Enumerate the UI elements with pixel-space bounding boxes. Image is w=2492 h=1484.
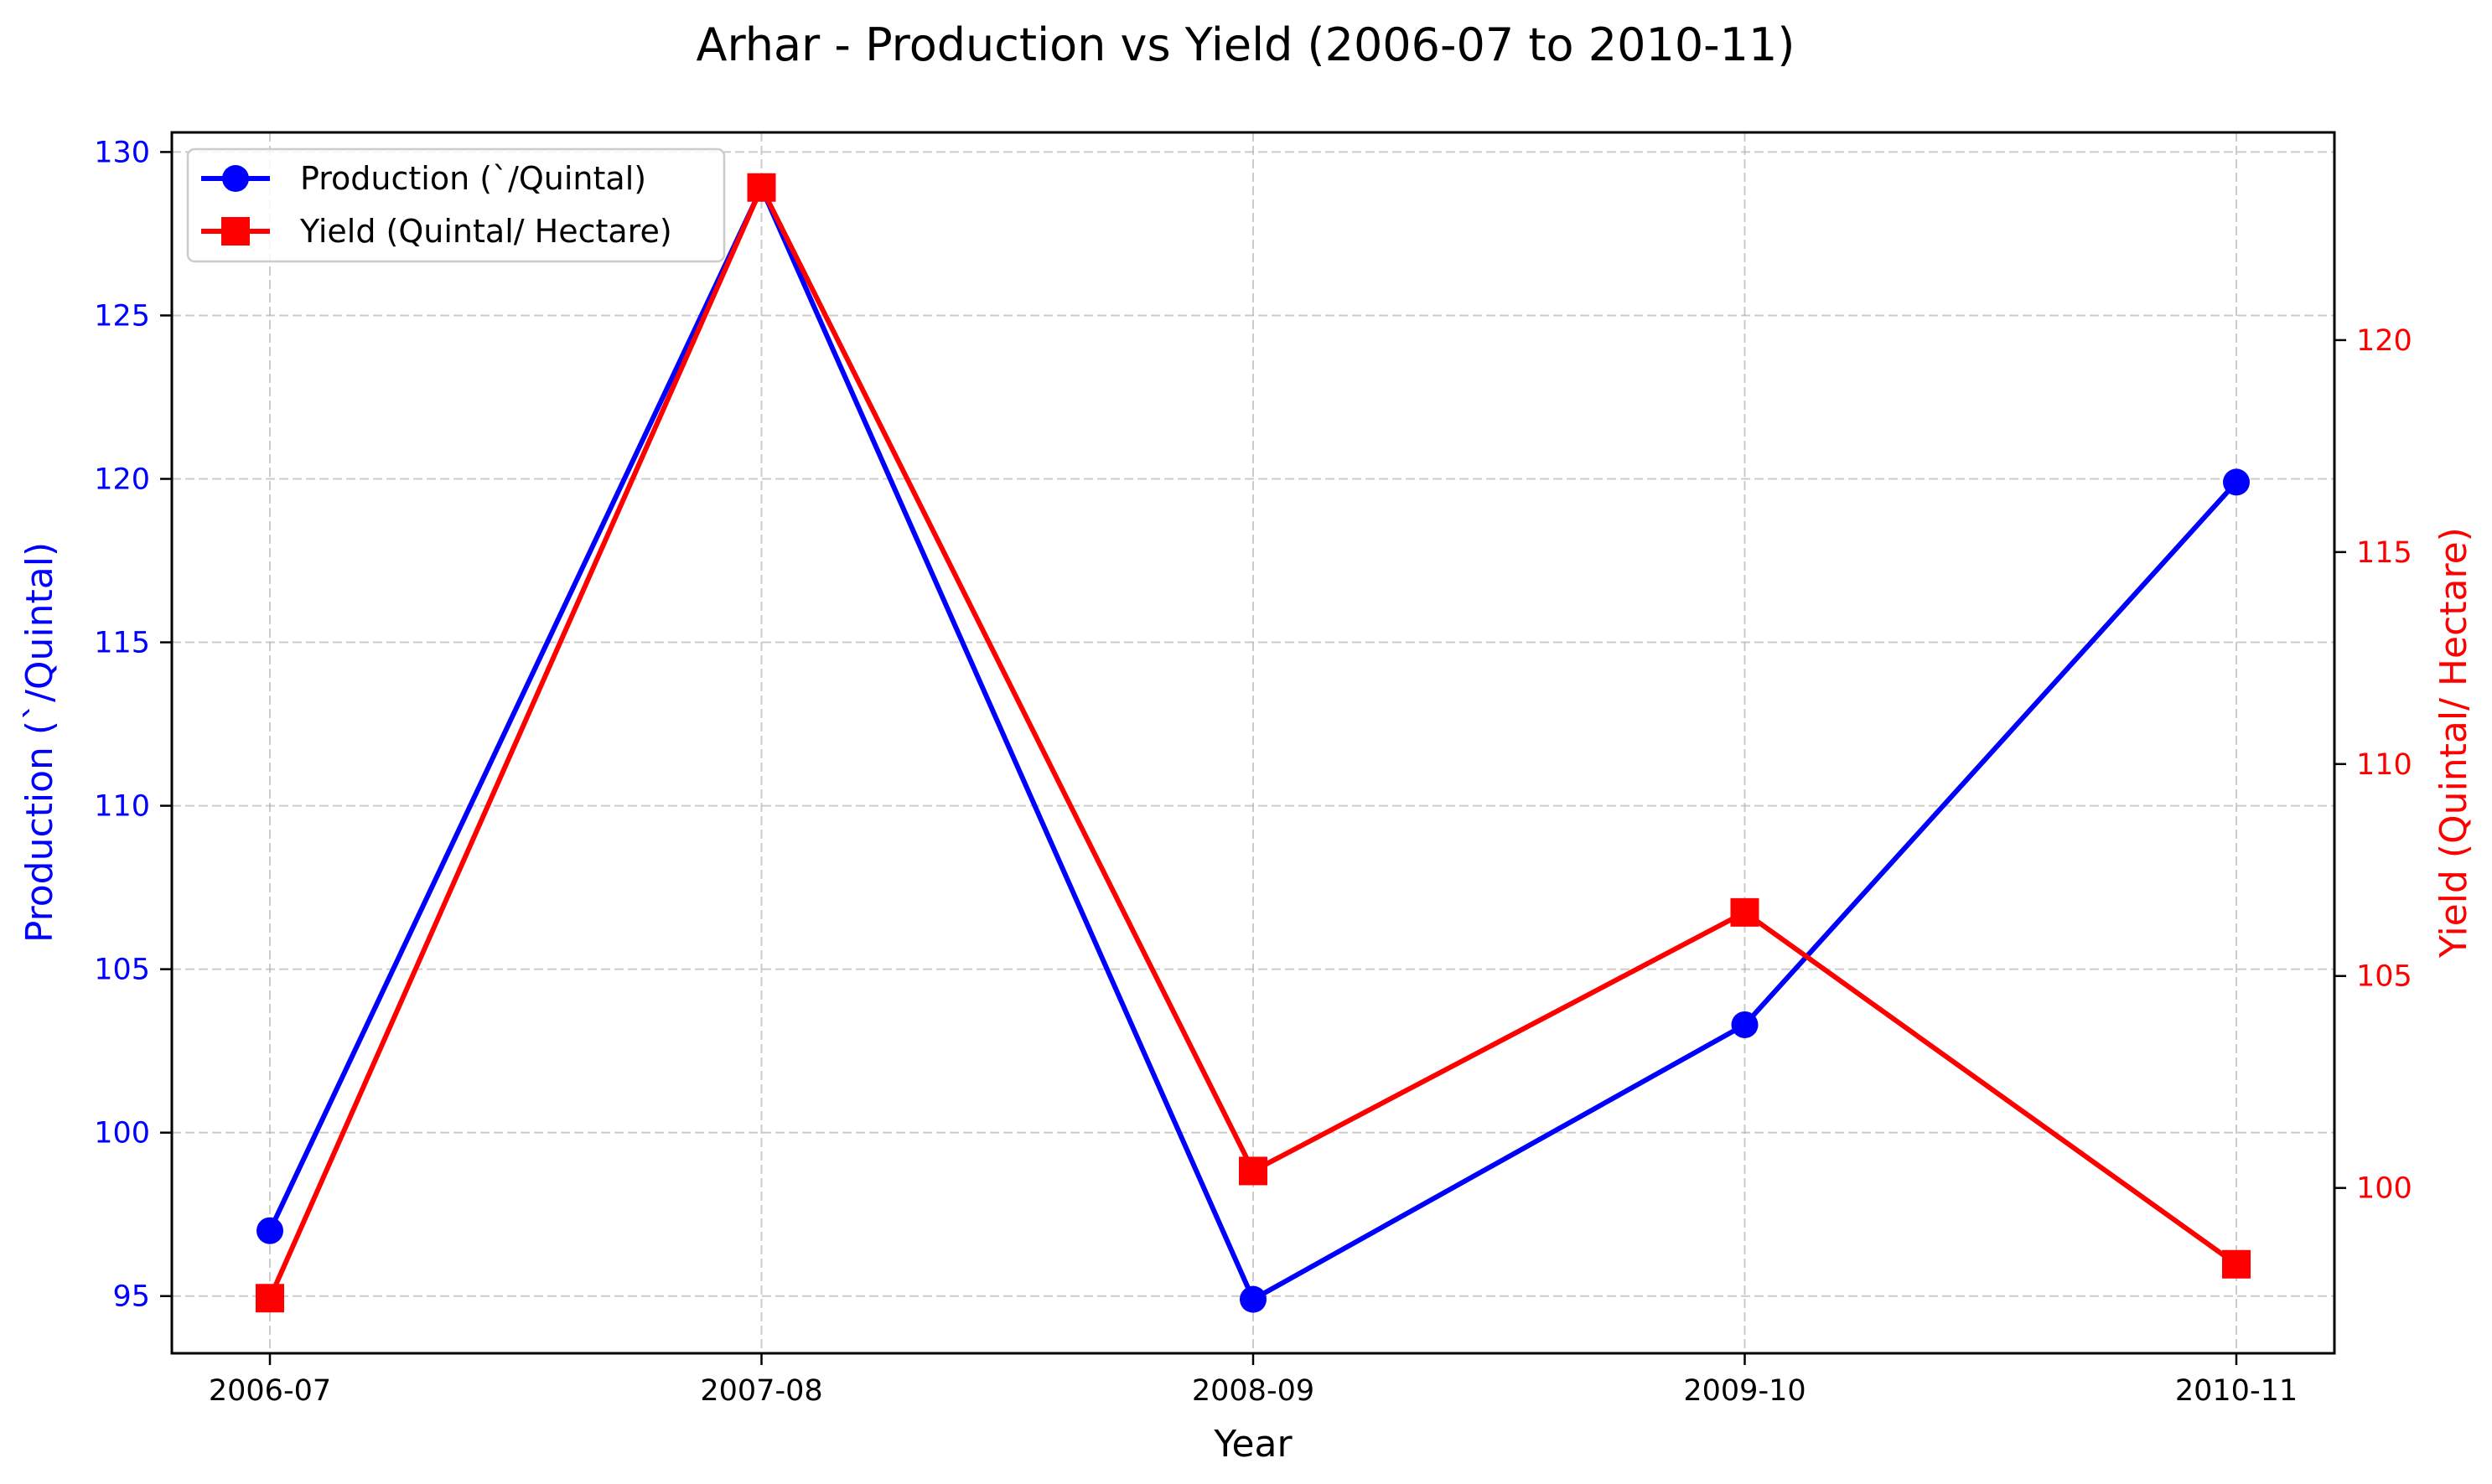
y-left-tick-label: 125 — [94, 299, 150, 333]
production-series — [256, 174, 2250, 1313]
yield-point — [747, 173, 776, 202]
y-right-tick-label: 120 — [2356, 324, 2412, 358]
x-axis: 2006-07 2007-08 2008-09 2009-10 2010-11 — [209, 1353, 2298, 1408]
legend: Production (`/Quintal) Yield (Quintal/ He… — [186, 147, 726, 263]
legend-box — [186, 147, 726, 263]
y-right-tick-label: 105 — [2356, 960, 2412, 994]
x-tick-label: 2010-11 — [2175, 1374, 2298, 1408]
y-axis-label-right: Yield (Quintal/ Hectare) — [2432, 527, 2475, 959]
y-left-tick-label: 105 — [94, 954, 150, 987]
production-point — [1731, 1011, 1759, 1038]
y-left-tick-label: 110 — [94, 790, 150, 824]
y-right-tick-label: 100 — [2356, 1172, 2412, 1206]
yield-point — [2222, 1249, 2251, 1279]
x-tick-label: 2006-07 — [209, 1374, 331, 1408]
yield-point — [256, 1284, 284, 1313]
y-right-tick-label: 115 — [2356, 536, 2412, 570]
yield-series — [256, 173, 2251, 1313]
series-layer — [256, 173, 2251, 1313]
x-tick-label: 2008-09 — [1192, 1374, 1314, 1408]
legend-label: Yield (Quintal/ Hectare) — [299, 213, 672, 250]
y-left-tick-label: 120 — [94, 463, 150, 496]
x-tick-label: 2007-08 — [700, 1374, 822, 1408]
yield-point — [1239, 1156, 1267, 1186]
y-right-tick-label: 110 — [2356, 748, 2412, 782]
production-point — [2223, 468, 2250, 496]
legend-label: Production (`/Quintal) — [300, 160, 646, 197]
y-left-tick-label: 95 — [112, 1280, 150, 1314]
y-left-tick-label: 130 — [94, 136, 150, 169]
production-point — [256, 1217, 283, 1244]
chart-title: Arhar - Production vs Yield (2006-07 to … — [697, 18, 1795, 71]
x-axis-label: Year — [1213, 1423, 1293, 1466]
yield-point — [1730, 897, 1759, 927]
legend-point — [222, 165, 249, 192]
legend-entry-production: Production (`/Quintal) — [201, 160, 646, 197]
legend-entry-yield: Yield (Quintal/ Hectare) — [201, 213, 672, 250]
y-axis-right: 100 105 110 115 120 — [2334, 324, 2412, 1206]
y-axis-left: 95 100 105 110 115 120 125 130 — [94, 136, 172, 1314]
x-tick-label: 2009-10 — [1683, 1374, 1806, 1408]
y-axis-label-left: Production (`/Quintal) — [18, 542, 61, 943]
production-point — [1240, 1285, 1267, 1313]
y-left-tick-label: 115 — [94, 627, 150, 660]
legend-point — [221, 217, 250, 246]
grid-lines — [172, 132, 2334, 1353]
y-left-tick-label: 100 — [94, 1117, 150, 1150]
